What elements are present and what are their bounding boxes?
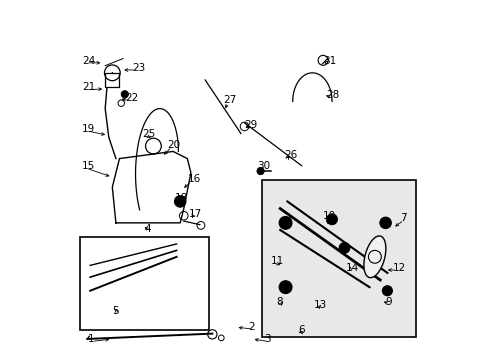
- Text: 23: 23: [132, 63, 145, 73]
- Circle shape: [279, 216, 291, 229]
- Text: 25: 25: [142, 129, 156, 139]
- Text: 6: 6: [298, 325, 304, 336]
- Bar: [105, 73, 119, 87]
- Ellipse shape: [363, 236, 385, 278]
- Text: 3: 3: [264, 334, 270, 344]
- Circle shape: [379, 217, 390, 229]
- Text: 19: 19: [82, 123, 95, 134]
- Text: 14: 14: [346, 263, 359, 273]
- Text: 10: 10: [323, 211, 336, 221]
- Circle shape: [326, 214, 337, 225]
- Text: 30: 30: [257, 161, 269, 171]
- Text: 22: 22: [124, 93, 138, 103]
- Circle shape: [279, 281, 291, 294]
- Text: 24: 24: [82, 56, 95, 66]
- Circle shape: [174, 196, 185, 207]
- Circle shape: [121, 91, 128, 98]
- Circle shape: [382, 286, 391, 296]
- Text: 1: 1: [87, 334, 94, 344]
- Text: 8: 8: [276, 297, 283, 307]
- Text: 26: 26: [283, 150, 296, 160]
- Text: 18: 18: [175, 193, 188, 203]
- Text: 9: 9: [385, 297, 391, 307]
- Text: 31: 31: [323, 56, 336, 66]
- Text: 12: 12: [392, 263, 405, 273]
- Text: 15: 15: [82, 161, 95, 171]
- Bar: [80, 237, 208, 330]
- Text: 17: 17: [189, 209, 202, 219]
- Text: 21: 21: [82, 82, 95, 93]
- Text: 13: 13: [313, 300, 327, 310]
- Text: 5: 5: [112, 306, 119, 316]
- Text: 28: 28: [326, 90, 339, 100]
- Circle shape: [257, 167, 264, 175]
- Text: 11: 11: [271, 256, 284, 266]
- Text: 4: 4: [144, 224, 151, 234]
- Text: 20: 20: [167, 140, 181, 150]
- Text: 7: 7: [399, 213, 406, 223]
- Bar: [262, 180, 415, 337]
- Text: 2: 2: [247, 322, 254, 332]
- Text: 27: 27: [223, 95, 236, 105]
- Circle shape: [339, 243, 349, 253]
- Text: 29: 29: [244, 120, 257, 130]
- Text: 16: 16: [187, 174, 200, 184]
